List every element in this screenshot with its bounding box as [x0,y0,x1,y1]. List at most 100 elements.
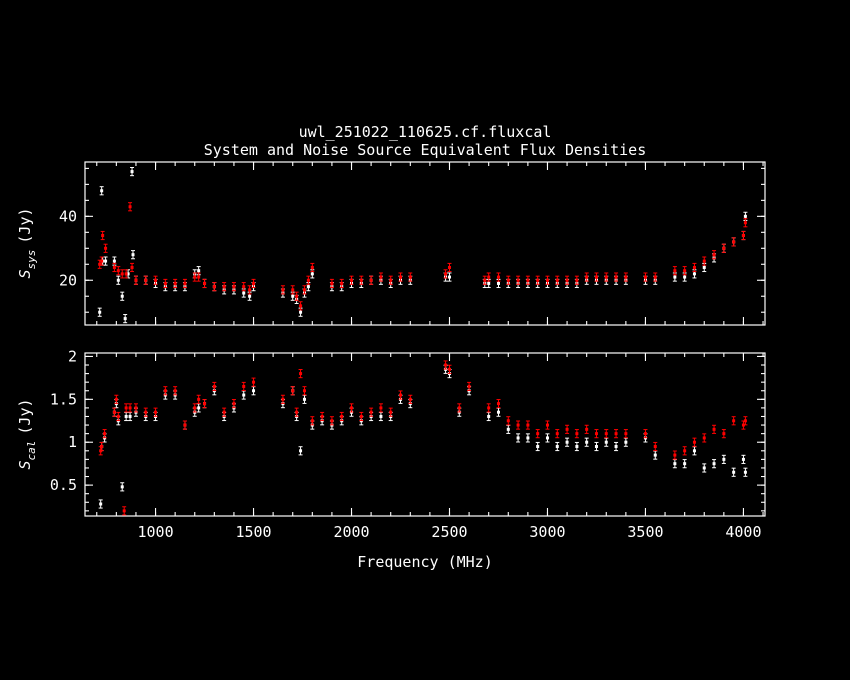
ssys-series1-point [594,272,599,282]
scal-y-label-sub: cal [25,441,38,461]
scal-series1-point [574,429,579,439]
scal-series0-point [535,441,540,452]
scal-x-tick-label: 2500 [431,523,467,541]
ssys-series1-point [721,243,726,253]
ssys-series1-point [741,230,746,241]
x-axis-label: Frequency (MHz) [357,553,492,571]
scal-series0-point [614,441,619,452]
ssys-series1-point [298,301,303,311]
scal-series1-point [241,381,246,392]
ssys-series1-point [623,272,628,282]
scal-frame [84,352,766,517]
scal-series1-point [112,407,117,417]
scal-series0-point [741,454,746,464]
scal-series0-point [604,437,609,447]
scal-series1-point [196,394,201,404]
scal-series0-point [584,437,589,447]
ssys-series1-point [99,256,104,266]
scal-series1-point [496,399,501,409]
scal-series1-point [467,381,472,392]
scal-series1-point [398,390,403,400]
scal-series1-point [359,411,364,422]
ssys-series1-point [133,275,138,285]
scal-series0-point [692,446,697,456]
scal-series1-point [545,420,550,430]
scal-series1-point [653,441,658,452]
scal-series0-point [712,459,717,469]
scal-series1-point [369,407,374,417]
scal-series0-point [623,437,628,447]
ssys-series1-point [173,278,178,289]
scal-y-tick-label: 1.5 [50,390,77,408]
ssys-series1-point [116,266,121,276]
ssys-series1-point [496,272,501,282]
scal-series1-point [565,424,570,434]
scal-series1-point [294,407,299,417]
ssys-series1-point [359,275,364,285]
scal-series1-point [672,450,677,460]
ssys-series1-point [447,262,452,273]
scal-series1-point [116,411,121,422]
scal-series1-point [378,403,383,413]
scal-series1-point [443,360,448,370]
ssys-series1-point [128,202,133,212]
ssys-series0-point [97,307,102,317]
ssys-series1-point [604,272,609,282]
scal-x-tick-label: 4000 [725,523,761,541]
ssys-series1-point [516,275,521,285]
ssys-series1-point [349,275,354,285]
ssys-series0-point [123,314,128,324]
ssys-series1-point [653,272,658,282]
scal-series1-point [731,416,736,426]
scal-series1-point [584,424,589,434]
ssys-panel: 20 40 Ssys (Jy) [16,161,766,326]
ssys-series1-point [247,285,252,295]
ssys-series1-point [222,282,227,292]
ssys-series1-point [388,275,393,285]
ssys-series1-point [486,272,491,282]
scal-series0-point [555,441,560,452]
ssys-series1-point [231,282,236,292]
scal-series0-point [124,411,129,422]
ssys-series1-point [614,272,619,282]
scal-series0-point [98,499,103,509]
scal-series1-point [604,429,609,439]
scal-series1-point [594,429,599,439]
scal-x-tick-label: 2000 [333,523,369,541]
scal-series1-point [173,386,178,396]
scal-series1-point [320,411,325,422]
ssys-series1-point [692,262,697,273]
scal-x-tick-label: 1000 [137,523,173,541]
scal-series1-point [222,407,227,417]
scal-series1-point [702,433,707,443]
scal-series1-point [447,364,452,374]
scal-series0-point [298,446,303,456]
scal-series1-point [212,381,217,392]
scal-series0-point [574,441,579,452]
scal-x-tick-label: 3000 [529,523,565,541]
ssys-series0-point [130,167,135,177]
scal-y-tick-label: 0.5 [50,476,77,494]
ssys-series1-point [182,278,187,289]
ssys-series1-point [143,275,148,285]
ssys-series1-point [506,275,511,285]
scal-series0-point [496,407,501,417]
scal-series1-point [182,420,187,430]
ssys-series1-point [100,230,105,241]
scal-series1-point [153,407,158,417]
scal-x-tick-label: 1500 [235,523,271,541]
ssys-y-tick-label: 20 [59,271,77,289]
ssys-series1-point [329,278,334,289]
scal-y-label: Scal (Jy) [16,398,38,469]
scal-series1-point [133,403,138,413]
scal-series0-point [653,450,658,460]
scal-series0-point [302,394,307,404]
scal-x-tick-label: 3500 [627,523,663,541]
scal-series0-point [120,482,125,492]
scal-series1-point [712,424,717,434]
scal-series1-point [555,429,560,439]
ssys-series1-point [643,272,648,282]
scal-series0-point [594,441,599,452]
ssys-series0-point [99,186,104,196]
scal-series1-point [457,403,462,413]
